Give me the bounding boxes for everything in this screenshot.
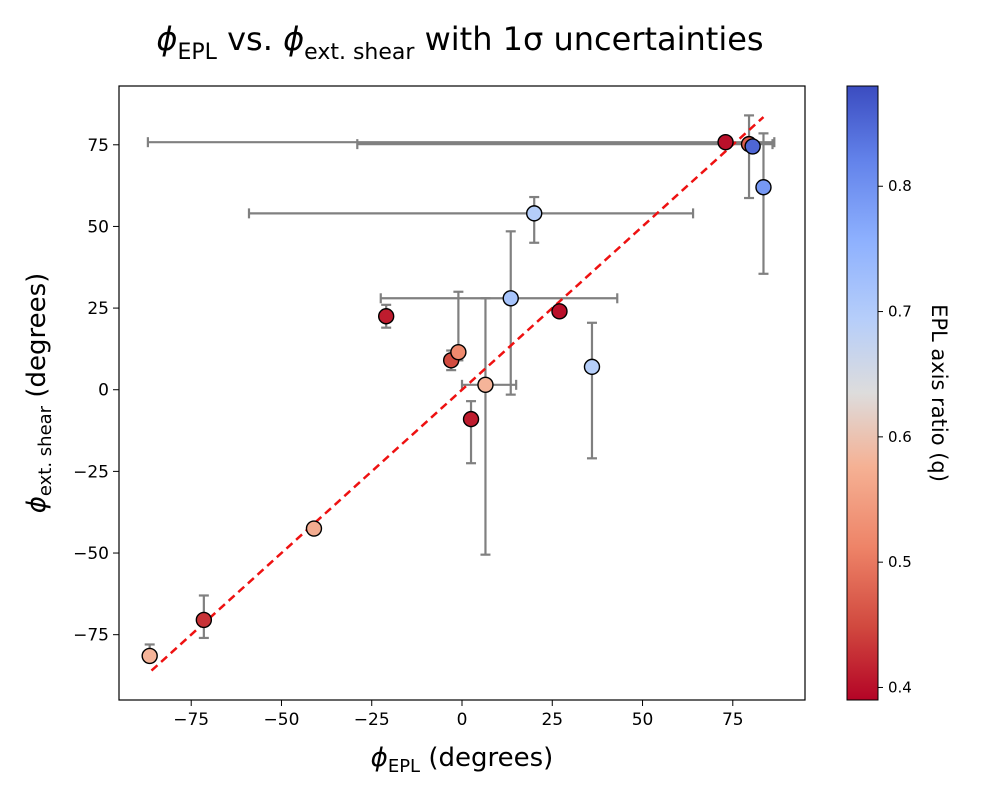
data-point-5 [450, 343, 467, 361]
colorbar-ticks: 0.4 0.5 0.6 0.7 0.8 [878, 177, 912, 696]
colorbar-tick-label: 0.8 [888, 177, 912, 195]
y-tick-label: −50 [73, 544, 109, 564]
colorbar-label: EPL axis ratio (q) [927, 304, 951, 482]
data-point-14 [744, 138, 761, 155]
data-points [141, 133, 772, 665]
colorbar [846, 85, 879, 701]
colorbar-tick-label: 0.7 [888, 303, 912, 321]
data-point-3 [377, 308, 395, 325]
x-axis-label: ϕEPL (degrees) [371, 743, 554, 777]
colorbar-tick-label: 0.5 [888, 553, 912, 571]
data-point-11 [583, 358, 601, 376]
y-tick-label: −25 [73, 462, 109, 482]
data-point-1 [195, 611, 213, 629]
x-tick-label: 25 [541, 710, 563, 730]
y-tick-label: 25 [87, 299, 109, 319]
x-tick-label: 50 [632, 710, 654, 730]
colorbar-tick-label: 0.4 [888, 678, 912, 696]
x-tick-label: −50 [264, 710, 300, 730]
colorbar-tick-label: 0.6 [888, 428, 912, 446]
data-point-15 [755, 179, 772, 196]
x-tick-label: 0 [457, 710, 468, 730]
x-tick-label: −75 [173, 710, 209, 730]
y-axis-ticks: −75 −50 −25 0 25 50 75 [73, 136, 119, 646]
data-point-7 [477, 376, 494, 394]
data-point-0 [141, 647, 158, 665]
data-point-12 [717, 133, 734, 151]
data-point-6 [462, 410, 480, 428]
x-tick-label: −25 [354, 710, 390, 730]
x-axis-ticks: −75 −50 −25 0 25 50 75 [173, 700, 744, 730]
data-point-2 [305, 520, 323, 537]
data-point-10 [551, 303, 568, 320]
x-tick-label: 75 [722, 710, 744, 730]
y-tick-label: 75 [87, 136, 109, 156]
data-point-8 [502, 290, 519, 307]
data-point-9 [526, 205, 543, 222]
y-tick-label: −75 [73, 626, 109, 646]
reference-line-group [150, 116, 765, 672]
chart-title: ϕEPL vs. ϕext. shear with 1σ uncertainti… [156, 20, 763, 65]
y-tick-label: 0 [98, 381, 109, 401]
y-tick-label: 50 [87, 217, 109, 237]
y-axis-label: ϕext. shear (degrees) [22, 273, 56, 514]
reference-line [150, 116, 765, 672]
